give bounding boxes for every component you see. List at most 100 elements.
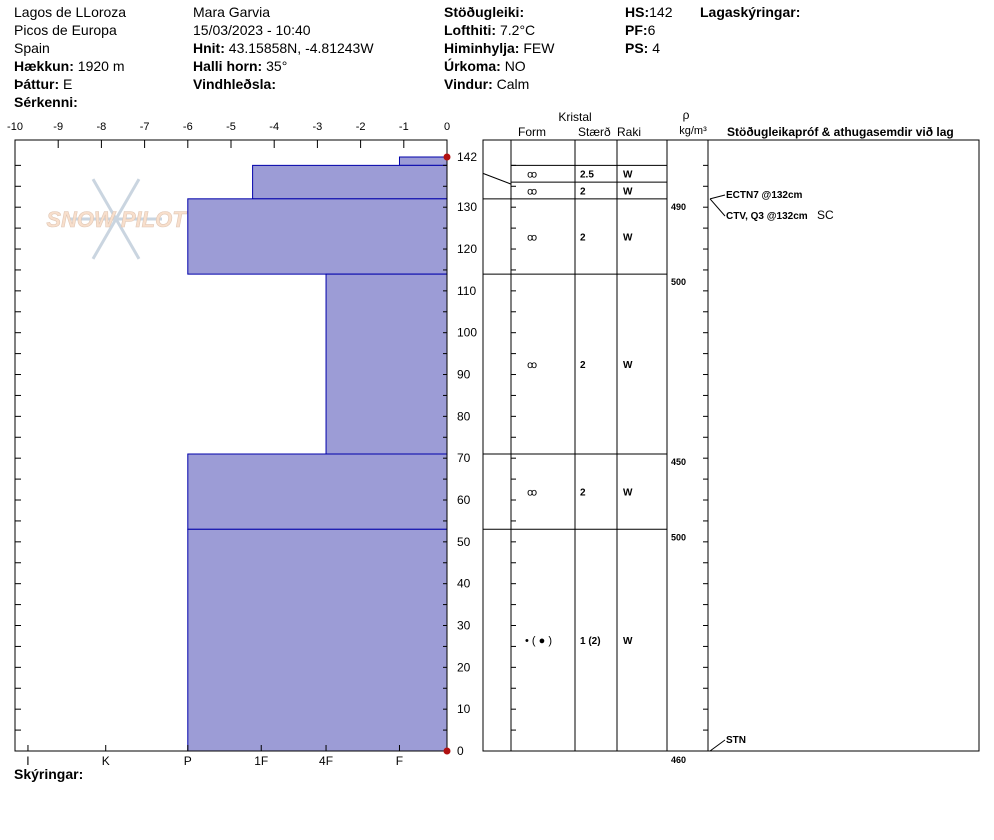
layer-moisture: W	[623, 636, 633, 647]
elevation-row: Hækkun: 1920 m	[14, 58, 125, 74]
hardness-tick-label: -5	[226, 121, 236, 133]
hardness-tick-label: -6	[183, 121, 193, 133]
coords-label: Hnit:	[193, 40, 225, 56]
stability-test-pointer	[709, 198, 726, 217]
watermark-text: SNOW PILOT	[46, 207, 187, 232]
depth-tick-label: 60	[457, 493, 471, 507]
depth-tick-label: 30	[457, 619, 471, 633]
aspect-value: E	[63, 76, 73, 92]
layer-table-frame	[482, 139, 980, 752]
snowflake-arm	[114, 178, 141, 220]
ground-marker	[443, 747, 451, 755]
layer-moisture: W	[623, 232, 633, 243]
layer-grain-form: ꝏ	[527, 170, 537, 181]
density-unit-header: kg/m³	[679, 125, 707, 137]
slope-label: Halli horn:	[193, 58, 263, 74]
region-name: Picos de Europa	[14, 22, 117, 38]
coords-value: 43.15858N, -4.81243W	[228, 40, 374, 56]
form-header: Form	[518, 125, 546, 139]
hardness-bar	[187, 453, 448, 530]
stability-label: Stöðugleiki:	[444, 4, 525, 20]
layer-moisture: W	[623, 360, 633, 371]
snow-height-label: 142	[457, 150, 477, 164]
crystal-header: Kristal	[558, 110, 591, 124]
layer-grain-size: 2	[580, 232, 586, 243]
depth-tick-label: 90	[457, 368, 471, 382]
stability-test-pointer	[709, 739, 726, 752]
elevation-label: Hækkun:	[14, 58, 74, 74]
snowpilot-watermark: SNOW PILOT	[46, 178, 188, 260]
depth-tick-label: 70	[457, 451, 471, 465]
depth-tick-label: 100	[457, 326, 477, 340]
layer-density: 490	[671, 202, 686, 212]
aspect-row: Þáttur: E	[14, 76, 72, 92]
ps-value: 4	[652, 40, 661, 56]
layer-density: 500	[671, 277, 686, 287]
pf-value: 6	[647, 22, 656, 38]
hardness-category-label: I	[26, 754, 29, 768]
observer-name: Mara Garvia	[193, 4, 271, 20]
moisture-header: Raki	[617, 125, 641, 139]
air-temp-row: Lofthiti: 7.2°C	[444, 22, 535, 38]
hardness-category-label: P	[184, 754, 192, 768]
layer-grain-form: • ( ● )	[525, 635, 552, 647]
hardness-category-label: F	[396, 754, 403, 768]
hardness-tick-label: -8	[97, 121, 107, 133]
snowflake-arm	[91, 178, 118, 220]
slope-value: 35°	[266, 58, 288, 74]
depth-tick-label: 20	[457, 660, 471, 674]
layer-grain-form: ꝏ	[527, 232, 537, 243]
layer-density: 500	[671, 532, 686, 542]
stability-test-result: CTV, Q3 @132cm	[726, 211, 808, 222]
hardness-category-label: 4F	[319, 754, 333, 768]
depth-tick-label: 50	[457, 535, 471, 549]
depth-tick-label: 110	[457, 284, 476, 298]
hs-value: 142	[649, 4, 673, 20]
hardness-bar	[398, 156, 448, 166]
layer-grain-size: 1 (2)	[580, 636, 601, 647]
observation-datetime: 15/03/2023 - 10:40	[193, 22, 311, 38]
elevation-value: 1920 m	[77, 58, 125, 74]
layer-moisture: W	[623, 170, 633, 181]
hs-label: HS:	[625, 4, 650, 20]
hardness-bar	[187, 528, 448, 752]
hardness-tick-label: -9	[53, 121, 63, 133]
layer-grain-size: 2	[580, 360, 586, 371]
tests-header: Stöðugleikapróf & athugasemdir við lag	[727, 125, 954, 139]
slope-row: Halli horn: 35°	[193, 58, 287, 74]
hardness-bar	[187, 198, 448, 275]
layer-grain-size: 2	[580, 488, 586, 499]
hardness-tick-label: 0	[444, 121, 450, 133]
sky-value: FEW	[523, 40, 555, 56]
stability-test-fracture: SC	[817, 208, 834, 222]
air-temp-label: Lofthiti:	[444, 22, 497, 38]
depth-tick-label: 80	[457, 409, 471, 423]
layer-notes-label: Lagaskýringar:	[700, 4, 801, 20]
depth-tick-label: 120	[457, 242, 477, 256]
ps-label: PS:	[625, 40, 649, 56]
precip-label: Úrkoma:	[444, 58, 501, 74]
layer-grain-size: 2	[580, 186, 586, 197]
location-name: Lagos de LLoroza	[14, 4, 127, 20]
hardness-bar	[252, 164, 448, 200]
wind-loading-label: Vindhleðsla:	[193, 76, 276, 92]
coords-row: Hnit: 43.15858N, -4.81243W	[193, 40, 374, 56]
hardness-tick-label: -7	[140, 121, 150, 133]
country-name: Spain	[14, 40, 50, 56]
layer-density: 460	[671, 755, 686, 765]
hardness-tick-label: -10	[7, 121, 23, 133]
depth-tick-label: 40	[457, 577, 471, 591]
hardness-tick-label: -4	[269, 121, 279, 133]
stability-test-result: ECTN7 @132cm	[726, 190, 803, 201]
wind-label: Vindur:	[444, 76, 493, 92]
stability-test-result: STN	[726, 735, 746, 746]
hardness-bar	[325, 273, 448, 455]
wind-row: Vindur: Calm	[444, 76, 529, 92]
aspect-label: Þáttur:	[14, 76, 60, 92]
hs-row: HS:142	[625, 4, 672, 20]
legend-label: Skýringar:	[14, 766, 84, 782]
snowflake-arm	[91, 218, 118, 260]
snowflake-arm	[114, 218, 141, 260]
layer-grain-form: ꝏ	[527, 186, 537, 197]
